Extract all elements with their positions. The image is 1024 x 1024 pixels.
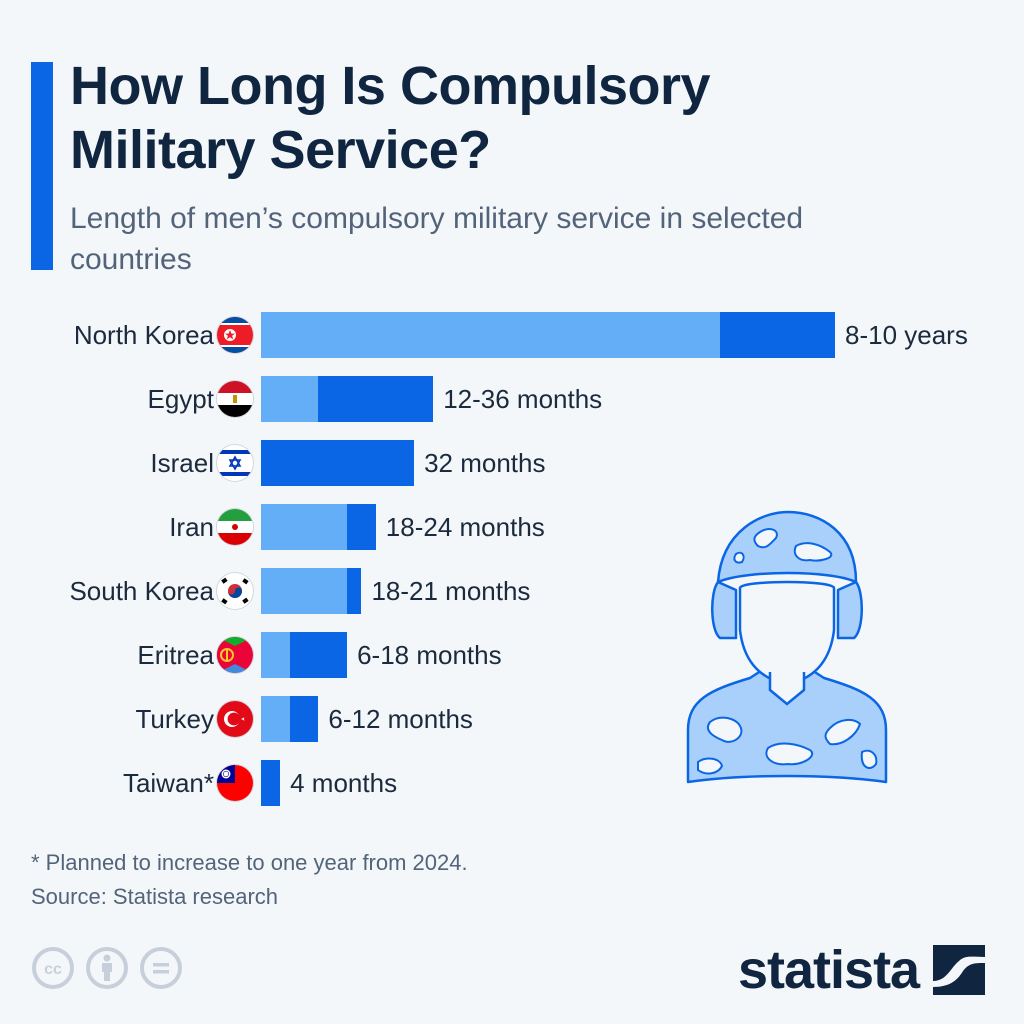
turkey-flag-icon bbox=[217, 701, 253, 737]
taiwan-flag-icon bbox=[217, 765, 253, 801]
source-note: Source: Statista research bbox=[31, 884, 279, 909]
bar-row: North Korea 8-10 years bbox=[0, 312, 1024, 358]
data-label: 6-18 months bbox=[357, 640, 502, 670]
south-korea-flag-icon bbox=[217, 573, 253, 609]
bar-row: Egypt 12-36 months bbox=[0, 376, 1024, 422]
footnote-note: * Planned to increase to one year from 2… bbox=[31, 850, 468, 875]
bar-min-segment bbox=[261, 376, 319, 422]
category-label: North Korea bbox=[73, 320, 214, 350]
data-label: 32 months bbox=[424, 448, 546, 478]
category-label: Iran bbox=[169, 512, 214, 542]
bar-chart: North Korea 8-10 years Egypt 12-36 months Is… bbox=[0, 300, 1024, 820]
chart-title: How Long Is Compulsory Military Service? bbox=[70, 56, 711, 180]
israel-flag-icon bbox=[217, 445, 253, 481]
bar-max-segment bbox=[720, 312, 835, 358]
bar-row: South Korea 18-21 months bbox=[0, 568, 1024, 614]
bar-max-segment bbox=[347, 504, 376, 550]
category-label: Turkey bbox=[135, 704, 215, 734]
bar-row: Iran 18-24 months bbox=[0, 504, 1024, 550]
data-label: 4 months bbox=[290, 768, 398, 798]
iran-flag-icon bbox=[217, 509, 253, 545]
bar-max-segment bbox=[289, 696, 319, 742]
data-label: 18-24 months bbox=[385, 512, 545, 542]
no-derivatives-icon[interactable] bbox=[139, 946, 183, 990]
bar-row: Eritrea 6-18 months bbox=[0, 632, 1024, 678]
bar-max-segment bbox=[261, 440, 415, 486]
bar-max-segment bbox=[318, 376, 434, 422]
bar-max-segment bbox=[289, 632, 348, 678]
category-label: Eritrea bbox=[137, 640, 214, 670]
bar-max-segment bbox=[347, 568, 362, 614]
data-label: 12-36 months bbox=[443, 384, 603, 414]
category-label: Taiwan* bbox=[122, 768, 214, 798]
bar-min-segment bbox=[261, 312, 721, 358]
eritrea-flag-icon bbox=[217, 637, 253, 673]
bar-row: Israel 32 months bbox=[0, 440, 1024, 486]
license-icons: cc bbox=[31, 946, 183, 990]
bar-max-segment bbox=[261, 760, 281, 806]
bar-min-segment bbox=[261, 568, 348, 614]
title-accent-bar bbox=[31, 62, 53, 270]
data-label: 8-10 years bbox=[845, 320, 968, 350]
egypt-flag-icon bbox=[217, 381, 253, 417]
statista-logo[interactable]: statista bbox=[738, 940, 986, 1000]
bar-row: Turkey 6-12 months bbox=[0, 696, 1024, 742]
data-label: 18-21 months bbox=[371, 576, 531, 606]
bar-min-segment bbox=[261, 696, 290, 742]
data-label: 6-12 months bbox=[328, 704, 473, 734]
bar-min-segment bbox=[261, 504, 348, 550]
north-korea-flag-icon bbox=[217, 317, 253, 353]
footnote: * Planned to increase to one year from 2… bbox=[31, 846, 468, 914]
cc-icon[interactable]: cc bbox=[31, 946, 75, 990]
soldier-icon bbox=[686, 510, 888, 784]
category-label: Israel bbox=[150, 448, 214, 478]
bar-min-segment bbox=[261, 632, 290, 678]
svg-text:cc: cc bbox=[44, 961, 62, 978]
category-label: South Korea bbox=[69, 576, 214, 606]
statista-logo-mark-icon bbox=[933, 945, 986, 995]
logo-text: statista bbox=[738, 940, 920, 1000]
bar-row: Taiwan* 4 months bbox=[0, 760, 1024, 806]
chart-subtitle: Length of men’s compulsory military serv… bbox=[70, 202, 804, 276]
category-label: Egypt bbox=[147, 384, 215, 414]
attribution-icon[interactable] bbox=[85, 946, 129, 990]
